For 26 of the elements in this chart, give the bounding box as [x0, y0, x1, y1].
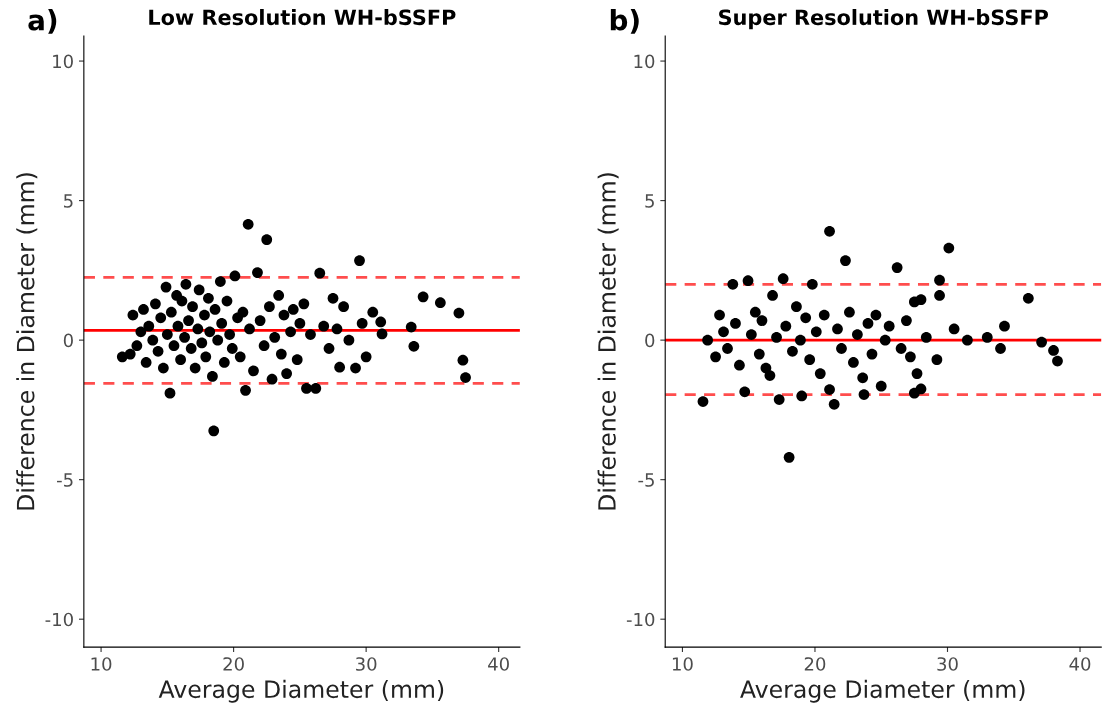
text: b) — [610, 9, 639, 34]
y-tick-label: 10 — [53, 54, 73, 69]
y-tick-label: 5 — [64, 194, 73, 208]
y-tick-label: -5 — [57, 473, 73, 487]
y-tick-label: 10 — [634, 54, 655, 69]
y-axis-title: Difference in Diameter (mm) — [16, 173, 38, 510]
chart-title: Low Resolution WH-bSSFP — [149, 9, 456, 26]
y-tick-label: -10 — [626, 612, 655, 627]
y-tick-label: 5 — [645, 194, 654, 208]
x-axis-title: Average Diameter (mm) — [740, 679, 1025, 703]
x-tick-label: 10 — [91, 657, 112, 671]
x-tick-label: 30 — [356, 657, 377, 671]
x-tick-label: 40 — [488, 657, 509, 671]
x-tick-label: 40 — [1069, 657, 1091, 671]
chart-title: Super Resolution WH-bSSFP — [719, 9, 1049, 30]
x-tick-label: 30 — [937, 657, 958, 671]
text: a) — [28, 9, 57, 34]
x-tick-label: 10 — [672, 657, 693, 671]
y-axis-title: Difference in Diameter (mm) — [597, 173, 619, 510]
x-tick-label: 20 — [804, 657, 826, 671]
x-tick-label: 20 — [223, 657, 244, 671]
x-axis-title: Average Diameter (mm) — [158, 679, 444, 703]
y-tick-label: 0 — [645, 333, 655, 348]
y-tick-label: -5 — [638, 473, 654, 487]
y-tick-label: 0 — [63, 333, 73, 348]
y-tick-label: -10 — [45, 612, 73, 627]
